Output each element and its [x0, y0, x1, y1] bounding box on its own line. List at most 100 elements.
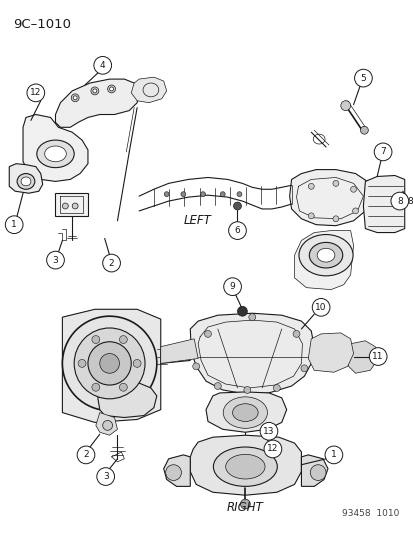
Polygon shape [294, 231, 353, 289]
Polygon shape [348, 341, 376, 373]
Circle shape [248, 314, 255, 321]
Ellipse shape [225, 455, 264, 479]
Circle shape [91, 87, 99, 95]
Circle shape [237, 306, 247, 316]
Polygon shape [190, 435, 301, 495]
Circle shape [332, 181, 338, 187]
Text: 4: 4 [100, 61, 105, 70]
Polygon shape [190, 313, 313, 394]
Circle shape [164, 192, 169, 197]
Polygon shape [206, 392, 286, 432]
Circle shape [324, 446, 342, 464]
Circle shape [77, 446, 95, 464]
Text: 8: 8 [396, 197, 402, 206]
Polygon shape [23, 115, 88, 181]
Circle shape [93, 89, 97, 93]
Circle shape [292, 330, 299, 337]
Circle shape [300, 365, 307, 372]
Text: 3: 3 [52, 256, 58, 264]
Polygon shape [160, 339, 198, 364]
Circle shape [94, 56, 111, 74]
Polygon shape [97, 383, 157, 417]
Text: LEFT: LEFT [183, 214, 211, 227]
Circle shape [97, 467, 114, 486]
Circle shape [71, 94, 79, 102]
Ellipse shape [21, 177, 31, 186]
Text: 93458  1010: 93458 1010 [342, 509, 399, 518]
Text: 7: 7 [379, 148, 385, 156]
Circle shape [62, 316, 157, 410]
Text: 1: 1 [330, 450, 336, 459]
Circle shape [192, 363, 199, 370]
Text: 8: 8 [407, 197, 413, 206]
Circle shape [100, 353, 119, 373]
Circle shape [220, 192, 225, 197]
Circle shape [308, 213, 313, 219]
Circle shape [368, 348, 386, 365]
Circle shape [88, 342, 131, 385]
Polygon shape [289, 169, 369, 225]
Circle shape [92, 336, 100, 343]
Circle shape [263, 440, 281, 458]
Polygon shape [62, 309, 160, 423]
Text: 2: 2 [109, 259, 114, 268]
Polygon shape [55, 193, 88, 216]
Ellipse shape [17, 174, 35, 189]
Circle shape [165, 465, 181, 480]
Circle shape [102, 254, 120, 272]
Ellipse shape [298, 235, 352, 276]
Circle shape [332, 216, 338, 222]
Ellipse shape [316, 248, 334, 262]
Circle shape [133, 359, 141, 367]
Circle shape [243, 386, 250, 393]
Circle shape [78, 359, 86, 367]
Circle shape [62, 203, 68, 209]
Circle shape [373, 143, 391, 161]
Circle shape [233, 202, 241, 210]
Circle shape [228, 222, 246, 239]
Polygon shape [160, 346, 190, 364]
Circle shape [311, 298, 329, 316]
Circle shape [27, 84, 45, 102]
Circle shape [204, 330, 211, 337]
Text: 3: 3 [102, 472, 108, 481]
Circle shape [223, 278, 241, 295]
Circle shape [72, 203, 78, 209]
Circle shape [47, 251, 64, 269]
Ellipse shape [223, 397, 267, 429]
Circle shape [73, 96, 77, 100]
Circle shape [74, 328, 145, 399]
Polygon shape [301, 455, 327, 487]
Circle shape [107, 85, 115, 93]
Circle shape [214, 383, 221, 390]
Text: 11: 11 [372, 352, 383, 361]
Ellipse shape [309, 243, 342, 268]
Polygon shape [363, 175, 404, 232]
Polygon shape [9, 164, 43, 193]
Text: 2: 2 [83, 450, 89, 459]
Circle shape [309, 465, 325, 480]
Circle shape [273, 384, 280, 391]
Circle shape [200, 192, 205, 197]
Circle shape [340, 101, 350, 110]
Circle shape [236, 192, 241, 197]
Polygon shape [163, 455, 190, 487]
Text: 10: 10 [315, 303, 326, 312]
Circle shape [5, 216, 23, 233]
Text: 9C–1010: 9C–1010 [13, 18, 71, 31]
Circle shape [92, 383, 100, 391]
Text: RIGHT: RIGHT [226, 501, 263, 514]
Circle shape [119, 336, 127, 343]
Circle shape [360, 126, 368, 134]
Text: 12: 12 [30, 88, 41, 98]
Text: 9: 9 [229, 282, 235, 291]
Polygon shape [55, 79, 139, 127]
Circle shape [109, 87, 113, 91]
Circle shape [352, 208, 358, 214]
Text: 6: 6 [234, 226, 240, 235]
Circle shape [354, 69, 371, 87]
Text: 5: 5 [360, 74, 366, 83]
Polygon shape [95, 413, 117, 435]
Polygon shape [131, 77, 166, 103]
Ellipse shape [45, 146, 66, 161]
